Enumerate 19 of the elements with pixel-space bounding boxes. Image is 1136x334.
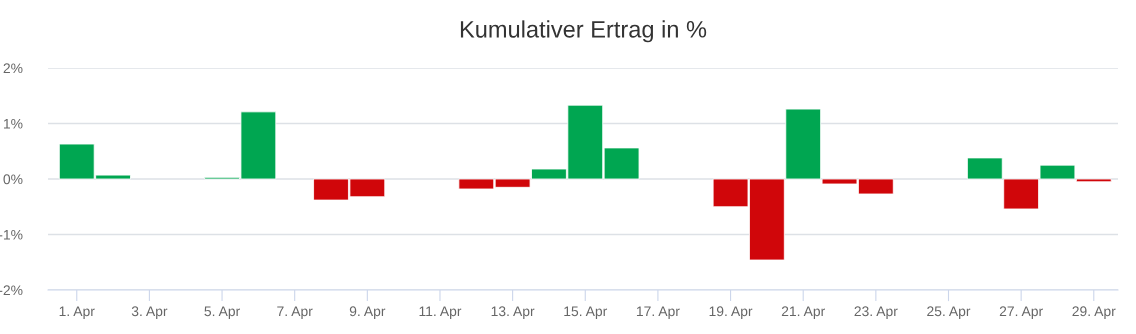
y-tick-label: 0% bbox=[3, 174, 23, 185]
x-tick-label: 13. Apr bbox=[491, 306, 535, 319]
x-tick-label: 29. Apr bbox=[1072, 306, 1116, 319]
x-tick-label: 1. Apr bbox=[59, 306, 95, 319]
y-tick-label: 2% bbox=[3, 63, 23, 74]
x-tick-label: 27. Apr bbox=[999, 306, 1043, 319]
x-tick-label: 9. Apr bbox=[349, 306, 386, 319]
x-tick-label: 15. Apr bbox=[564, 306, 608, 319]
x-tick-label: 25. Apr bbox=[927, 306, 971, 319]
x-tick-label: 19. Apr bbox=[709, 306, 753, 319]
x-tick-label: 11. Apr bbox=[419, 306, 462, 319]
x-tick-label: 7. Apr bbox=[277, 306, 313, 319]
x-tick-label: 3. Apr bbox=[131, 306, 168, 319]
x-tick-label: 17. Apr bbox=[636, 306, 680, 319]
x-tick-label: 21. Apr bbox=[781, 306, 825, 319]
chart-title: Kumulativer Ertrag in % bbox=[460, 20, 707, 43]
x-tick-label: 23. Apr bbox=[854, 306, 898, 319]
y-tick-label: 1% bbox=[3, 118, 23, 129]
x-tick-label: 5. Apr bbox=[204, 306, 240, 319]
